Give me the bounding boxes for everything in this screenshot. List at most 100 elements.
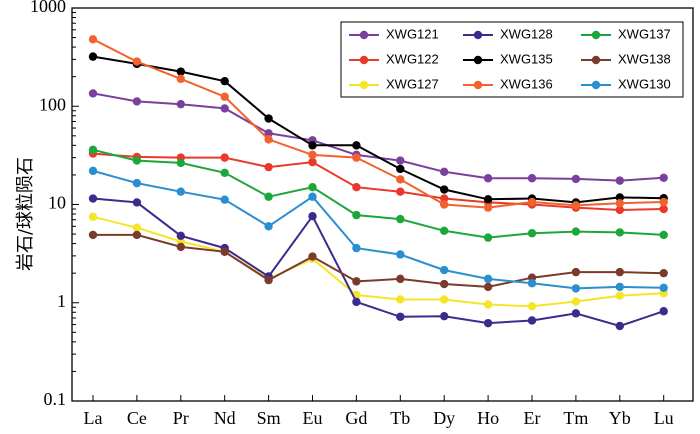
- data-point: [88, 145, 98, 155]
- data-point: [571, 309, 581, 318]
- data-point: [483, 233, 493, 242]
- series-xwg137: [88, 145, 668, 242]
- data-point: [483, 274, 493, 284]
- data-point: [571, 297, 581, 306]
- legend-swatch-marker: [359, 30, 369, 40]
- data-point: [615, 228, 624, 237]
- legend-swatch-marker: [473, 80, 483, 90]
- data-point: [132, 223, 142, 232]
- data-point: [220, 153, 229, 162]
- x-tick-label: Tb: [390, 408, 410, 428]
- data-point: [308, 141, 317, 150]
- data-point: [440, 200, 449, 209]
- data-point: [176, 242, 185, 252]
- data-point: [220, 76, 229, 86]
- series-line: [92, 148, 664, 239]
- legend-entry-xwg138: XWG138: [581, 51, 671, 66]
- data-point: [352, 153, 361, 162]
- legend-swatch-marker: [591, 55, 601, 65]
- data-point: [440, 167, 449, 177]
- data-point: [527, 279, 537, 288]
- x-tick-label: Ce: [127, 408, 147, 428]
- x-tick-label: Nd: [214, 408, 236, 428]
- data-point: [264, 162, 273, 172]
- data-point: [264, 275, 273, 285]
- x-tick-label: Pr: [173, 408, 189, 428]
- data-point: [220, 195, 229, 204]
- data-point: [483, 318, 493, 328]
- data-point: [132, 230, 142, 240]
- data-point: [352, 277, 361, 286]
- data-point: [220, 104, 229, 113]
- data-point: [440, 265, 449, 275]
- data-point: [615, 267, 624, 277]
- data-point: [352, 297, 361, 307]
- series-lines: [88, 35, 668, 331]
- data-point: [176, 158, 185, 168]
- y-tick-label: 10: [48, 193, 66, 213]
- x-tick-label: Sm: [257, 408, 281, 428]
- legend-label: XWG130: [618, 76, 671, 91]
- data-point: [88, 212, 98, 221]
- legend-entry-xwg121: XWG121: [349, 26, 439, 41]
- data-point: [88, 166, 98, 176]
- data-point: [132, 198, 142, 207]
- data-point: [396, 295, 405, 304]
- data-point: [659, 173, 668, 182]
- data-point: [483, 282, 493, 292]
- legend-swatch-marker: [359, 80, 369, 90]
- data-point: [396, 175, 405, 184]
- data-point: [615, 205, 624, 215]
- data-point: [220, 92, 229, 101]
- data-point: [659, 230, 668, 240]
- y-tick-label: 0.1: [44, 389, 67, 409]
- data-point: [308, 182, 317, 192]
- series-xwg127: [88, 212, 668, 311]
- data-point: [659, 307, 668, 316]
- y-tick-label: 1: [57, 291, 66, 311]
- legend-label: XWG135: [500, 51, 553, 66]
- legend-swatch-marker: [359, 55, 369, 65]
- data-point: [352, 210, 361, 220]
- data-point: [264, 129, 273, 138]
- legend-label: XWG121: [386, 26, 439, 41]
- data-point: [88, 89, 98, 98]
- data-point: [615, 193, 624, 202]
- data-point: [396, 312, 405, 321]
- series-line: [93, 233, 664, 288]
- data-point: [483, 174, 493, 183]
- data-point: [615, 282, 624, 292]
- series-xwg130: [88, 166, 668, 293]
- legend-entry-xwg128: XWG128: [463, 26, 553, 41]
- series-line: [92, 197, 665, 328]
- data-point: [659, 268, 668, 278]
- data-point: [220, 168, 229, 178]
- series-line: [92, 55, 664, 204]
- data-point: [527, 174, 537, 183]
- legend-label: XWG128: [500, 26, 553, 41]
- legend-entry-xwg130: XWG130: [581, 76, 671, 91]
- x-tick-label: Gd: [345, 408, 367, 428]
- legend-swatch-marker: [473, 30, 483, 40]
- series-xwg121: [88, 89, 668, 185]
- data-point: [396, 187, 405, 196]
- data-point: [176, 74, 185, 84]
- x-tick-labels: La Ce Pr Nd Sm Eu Gd Tb Dy Ho Er Tm Yb Lu: [84, 408, 674, 428]
- legend-swatch-marker: [591, 80, 601, 90]
- data-point: [264, 135, 273, 144]
- data-point: [352, 182, 361, 192]
- data-point: [659, 204, 668, 214]
- axis-ticks: [72, 11, 665, 402]
- data-point: [176, 187, 185, 196]
- data-point: [308, 157, 317, 167]
- legend-entry-xwg127: XWG127: [349, 76, 439, 91]
- data-point: [176, 67, 185, 76]
- x-tick-label: Lu: [654, 408, 674, 428]
- series-line: [92, 38, 664, 209]
- series-line: [92, 215, 664, 308]
- x-tick-label: Er: [524, 408, 541, 428]
- legend-label: XWG137: [618, 26, 671, 41]
- data-point: [571, 227, 581, 236]
- data-point: [132, 156, 142, 165]
- data-point: [483, 300, 493, 309]
